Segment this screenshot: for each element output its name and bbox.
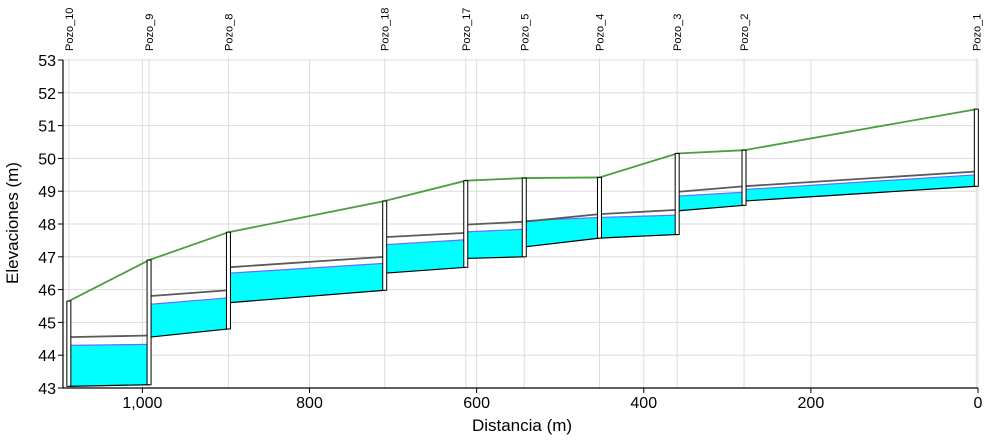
y-tick-label: 52 [38, 86, 56, 103]
ground-line [68, 108, 977, 302]
x-tick-label: 600 [463, 395, 490, 412]
x-tick-label: 0 [974, 395, 983, 412]
pipe-fill [68, 344, 150, 387]
y-tick-label: 51 [38, 119, 56, 136]
hgl-line [149, 289, 229, 298]
water-top-line [228, 262, 385, 274]
invert-line [384, 266, 466, 274]
y-tick-label: 43 [38, 381, 56, 398]
y-tick-label: 50 [38, 151, 56, 168]
hgl-line [68, 334, 150, 339]
manhole-Pozo_17 [463, 180, 469, 268]
well-label: Pozo_10 [64, 8, 76, 51]
well-label: Pozo_3 [672, 14, 684, 51]
hgl-line [743, 170, 977, 188]
x-tick-label: 200 [798, 395, 825, 412]
invert-line [524, 237, 600, 248]
profile-lines [68, 108, 977, 387]
invert-line [149, 328, 229, 338]
water-top-line [599, 214, 678, 219]
well-label: Pozo_2 [739, 14, 751, 51]
pipe-fill [524, 217, 600, 247]
well-label: Pozo_8 [223, 14, 235, 51]
hgl-line [599, 208, 678, 216]
pipe-fill [599, 215, 678, 239]
invert-line [677, 204, 745, 212]
manhole-Pozo_18 [382, 200, 388, 291]
y-tick-label: 53 [38, 53, 56, 70]
manhole-Pozo_3 [674, 152, 680, 235]
manholes [66, 108, 979, 387]
well-label: Pozo_18 [380, 8, 392, 51]
y-tick-label: 46 [38, 283, 56, 300]
water-top-line [465, 228, 525, 233]
well-label: Pozo_5 [519, 14, 531, 51]
pipe-fill [149, 297, 229, 338]
manhole-Pozo_9 [146, 259, 152, 386]
hgl-line [524, 213, 600, 223]
manhole-Pozo_10 [66, 300, 72, 387]
water-top-line [677, 191, 745, 197]
y-tick-label: 49 [38, 184, 56, 201]
manhole-Pozo_8 [225, 231, 231, 330]
pipe-fill [465, 229, 525, 259]
y-tick-label: 47 [38, 250, 56, 267]
x-axis-title: Distancia (m) [472, 416, 572, 435]
x-tick-label: 400 [630, 395, 657, 412]
y-tick-label: 48 [38, 217, 56, 234]
invert-line [465, 256, 525, 260]
manhole-Pozo_5 [521, 177, 527, 258]
x-tick-label: 1,000 [122, 395, 162, 412]
grid-lines [63, 58, 979, 389]
hgl-line [228, 255, 385, 269]
hgl-line [384, 231, 466, 239]
water-top-line [149, 297, 229, 305]
well-label: Pozo_4 [594, 14, 606, 51]
water-top-line [384, 239, 466, 246]
pipe-fills [68, 174, 977, 387]
hgl-line [465, 220, 525, 226]
y-tick-label: 44 [38, 348, 56, 365]
invert-line [743, 185, 977, 202]
labels: Pozo_10 Pozo_9 Pozo_8 Pozo_18 Pozo_17 Pozo_5 P… [38, 8, 983, 412]
manhole-Pozo_1 [973, 108, 979, 187]
well-label: Pozo_9 [144, 14, 156, 51]
pipe-fill [384, 239, 466, 274]
invert-line [599, 233, 678, 239]
water-top-line [743, 174, 977, 191]
y-axis-title: Elevaciones (m) [3, 162, 22, 284]
invert-line [228, 289, 385, 304]
manhole-Pozo_2 [741, 149, 747, 206]
well-label: Pozo_17 [461, 8, 473, 51]
hgl-line [677, 185, 745, 193]
water-top-line [68, 343, 150, 346]
well-label: Pozo_1 [971, 14, 983, 51]
y-tick-label: 45 [38, 315, 56, 332]
x-tick-label: 800 [296, 395, 323, 412]
invert-line [68, 384, 150, 387]
manhole-Pozo_4 [596, 176, 602, 239]
axes [58, 59, 979, 393]
pipe-fill [744, 174, 977, 202]
